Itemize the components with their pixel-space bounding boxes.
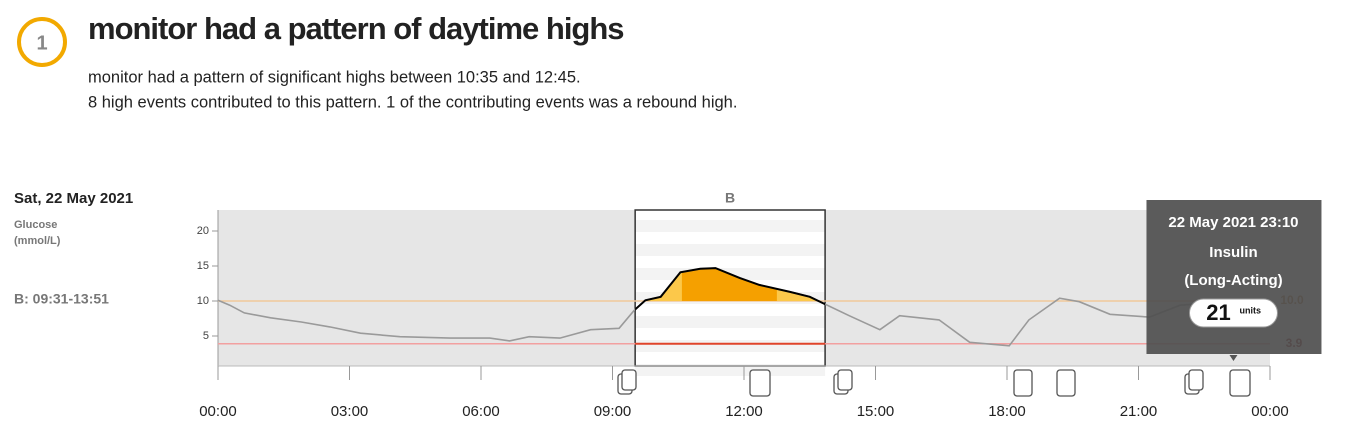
x-tick-label: 12:00 <box>725 403 763 420</box>
x-tick-label: 21:00 <box>1120 403 1158 420</box>
y-tick-label: 10 <box>197 295 209 307</box>
y-tick-label: 20 <box>197 225 209 237</box>
event-icon <box>1229 369 1251 397</box>
y-tick-label: 5 <box>203 330 209 342</box>
tooltip-pointer <box>1229 355 1238 361</box>
tooltip-value: 21 <box>1206 300 1230 325</box>
event-icon <box>837 369 853 391</box>
band-stripe <box>635 340 826 352</box>
event-icons <box>617 369 1251 397</box>
date: Sat, 22 May 2021 <box>14 190 133 207</box>
band-range: B: 09:31-13:51 <box>14 291 109 307</box>
pattern-area <box>681 268 777 301</box>
event-icon <box>1056 369 1076 397</box>
x-tick-label: 03:00 <box>331 403 369 420</box>
title: monitor had a pattern of daytime highs <box>88 11 624 46</box>
x-tick-label: 15:00 <box>857 403 895 420</box>
description: monitor had a pattern of significant hig… <box>88 68 581 86</box>
plot: B 5 10 15 20 00:00 03:00 06:00 09:00 12:00 15:00 18… <box>197 190 1322 420</box>
step-number: 1 <box>36 32 47 54</box>
description: 8 high events contributed to this patter… <box>88 93 737 111</box>
event-icon <box>749 369 771 397</box>
band-stripe <box>635 316 826 328</box>
tooltip-pill <box>1188 298 1278 328</box>
band-stripe <box>635 244 826 256</box>
x-tick-label: 00:00 <box>199 403 237 420</box>
event-icon <box>621 369 637 391</box>
y-label: (mmol/L) <box>14 235 61 247</box>
x-tick-label: 18:00 <box>988 403 1026 420</box>
band-stripe <box>635 220 826 232</box>
y-tick-label: 15 <box>197 260 209 272</box>
glucose-line-highlight <box>635 267 826 311</box>
event-icon <box>1188 369 1204 391</box>
tooltip-kind: Insulin <box>1209 244 1257 261</box>
band-label: B <box>725 190 735 206</box>
band-stripe <box>635 364 826 376</box>
event-icon <box>1013 369 1033 397</box>
tooltip <box>1146 200 1322 354</box>
tooltip-title: 22 May 2021 23:10 <box>1168 214 1298 231</box>
tooltip-unit: units <box>1239 305 1261 315</box>
tooltip-subkind: (Long-Acting) <box>1184 272 1282 289</box>
y-label: Glucose <box>14 219 57 231</box>
x-tick-label: 06:00 <box>462 403 500 420</box>
x-tick-label: 00:00 <box>1251 403 1289 420</box>
step-badge <box>17 17 67 67</box>
x-tick-label: 09:00 <box>594 403 632 420</box>
